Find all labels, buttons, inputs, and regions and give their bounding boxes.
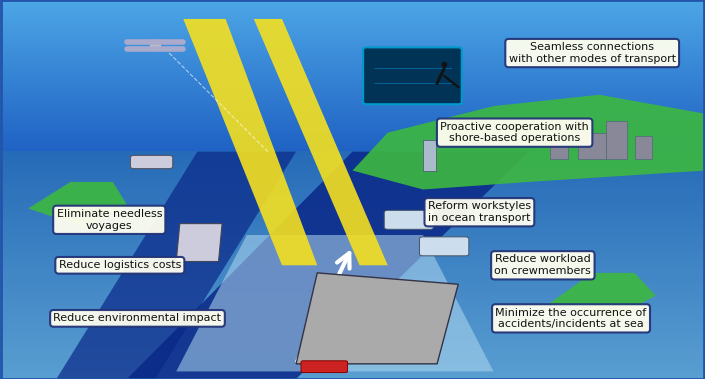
Polygon shape xyxy=(296,273,458,364)
Text: Reduce logistics costs: Reduce logistics costs xyxy=(59,260,181,270)
FancyBboxPatch shape xyxy=(634,136,652,159)
FancyBboxPatch shape xyxy=(606,121,627,159)
Polygon shape xyxy=(176,224,222,262)
Polygon shape xyxy=(28,182,127,227)
FancyBboxPatch shape xyxy=(578,133,606,159)
Polygon shape xyxy=(176,235,493,371)
Text: Seamless connections
with other modes of transport: Seamless connections with other modes of… xyxy=(508,42,676,64)
Text: Reform workstyles
in ocean transport: Reform workstyles in ocean transport xyxy=(428,202,531,223)
FancyBboxPatch shape xyxy=(130,155,173,169)
FancyBboxPatch shape xyxy=(384,210,434,229)
FancyBboxPatch shape xyxy=(423,140,436,171)
Text: Proactive cooperation with
shore-based operations: Proactive cooperation with shore-based o… xyxy=(441,122,589,143)
FancyBboxPatch shape xyxy=(363,47,462,104)
Polygon shape xyxy=(56,152,296,379)
Polygon shape xyxy=(183,19,317,265)
Text: Eliminate needless
voyages: Eliminate needless voyages xyxy=(56,209,162,230)
Text: Minimize the occurrence of
accidents/incidents at sea: Minimize the occurrence of accidents/inc… xyxy=(496,308,646,329)
Polygon shape xyxy=(127,152,529,379)
Polygon shape xyxy=(550,273,656,318)
Text: Reduce environmental impact: Reduce environmental impact xyxy=(54,313,221,323)
FancyBboxPatch shape xyxy=(301,361,348,373)
FancyBboxPatch shape xyxy=(550,144,568,159)
Polygon shape xyxy=(352,95,705,190)
Text: Reduce workload
on crewmembers: Reduce workload on crewmembers xyxy=(494,255,591,276)
FancyArrowPatch shape xyxy=(298,253,350,361)
Polygon shape xyxy=(254,19,388,265)
FancyBboxPatch shape xyxy=(419,237,469,256)
